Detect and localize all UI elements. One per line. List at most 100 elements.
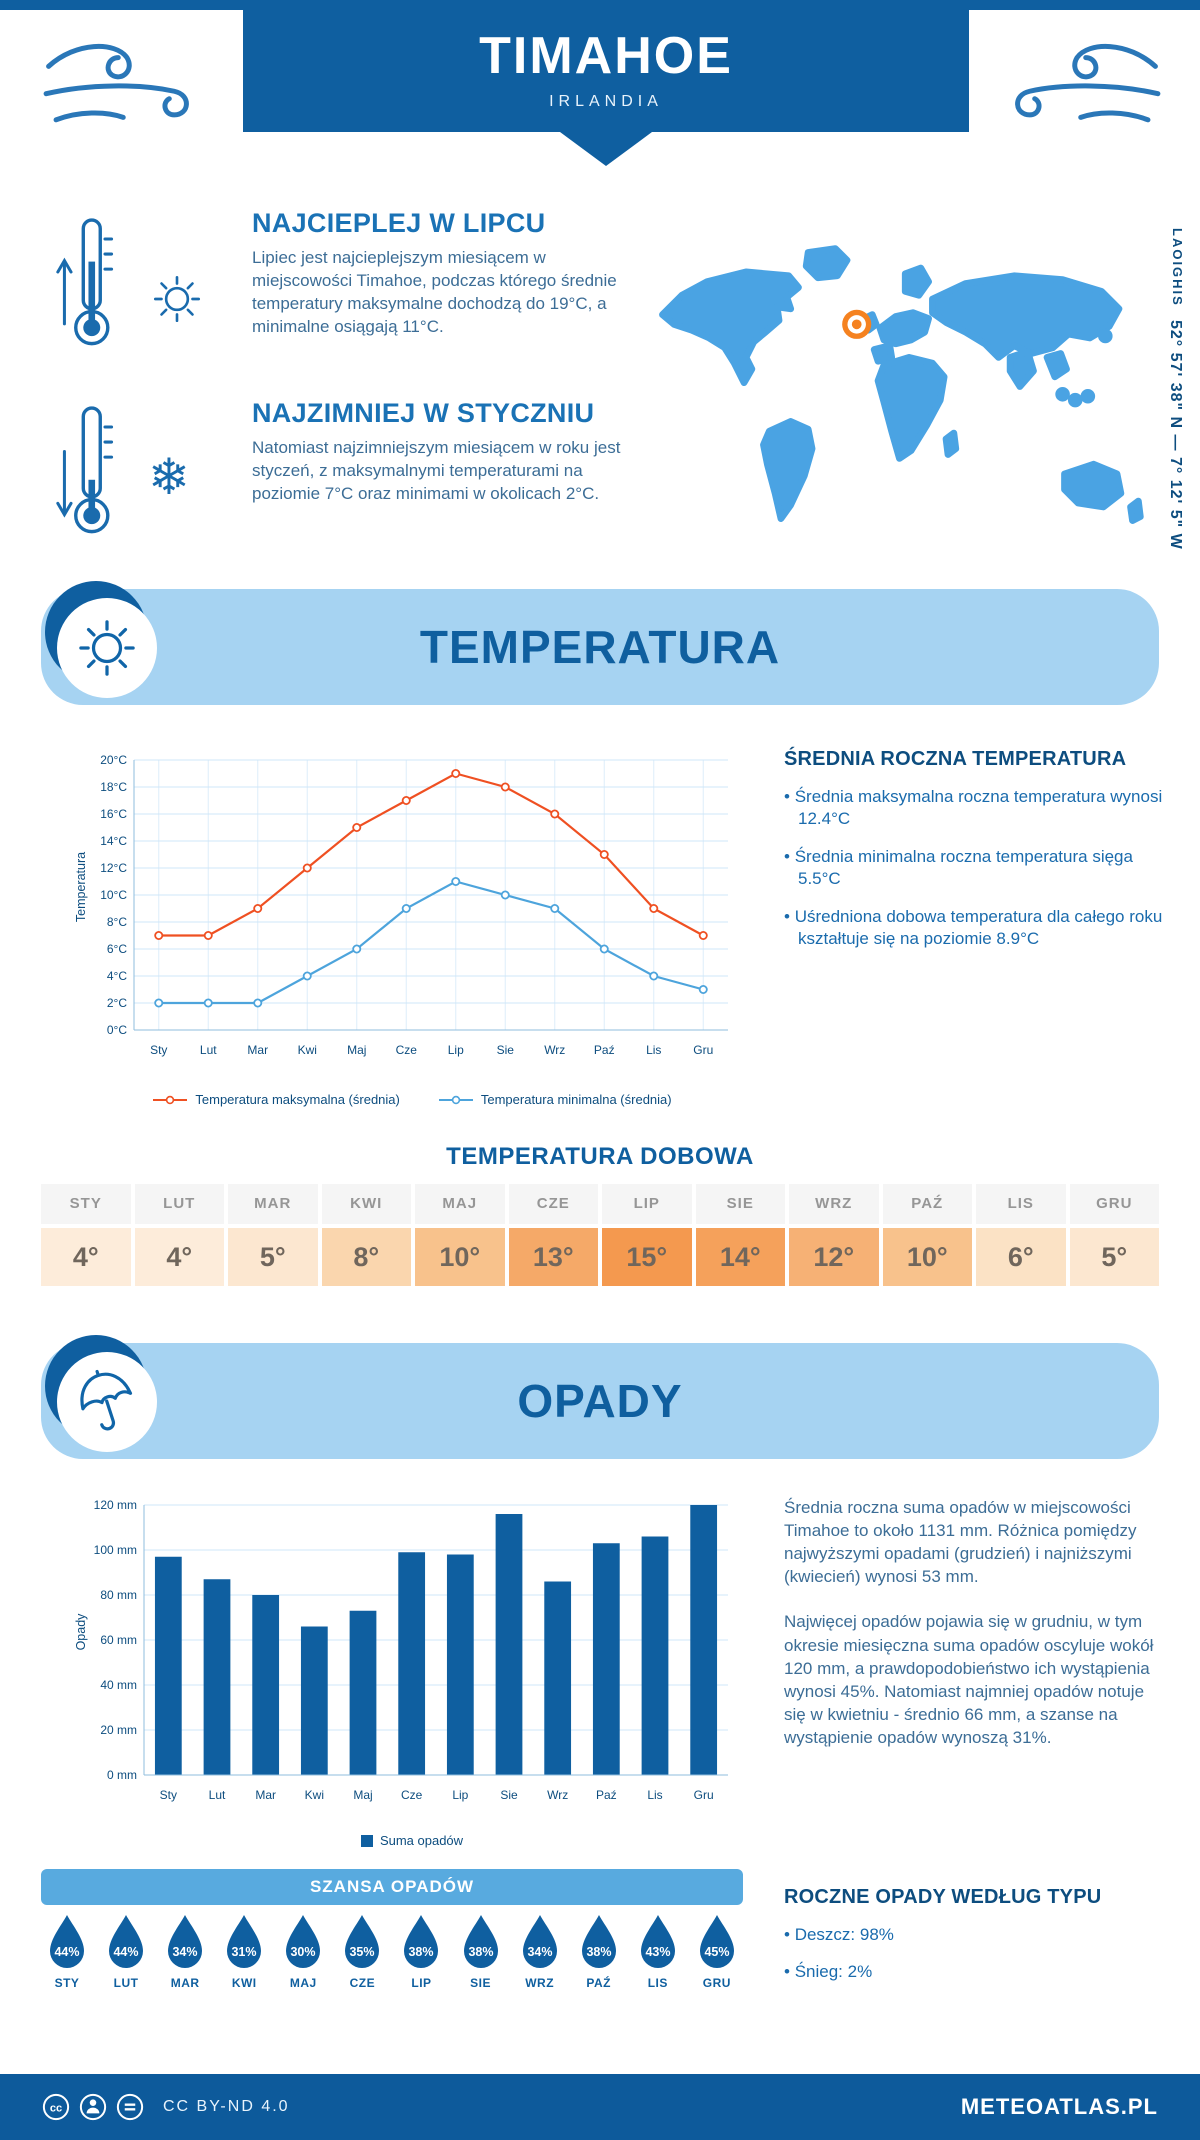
svg-text:2°C: 2°C xyxy=(107,996,127,1010)
legend-item: Suma opadów xyxy=(360,1833,463,1848)
site-name: METEOATLAS.PL xyxy=(960,2094,1158,2119)
svg-text:12°C: 12°C xyxy=(100,861,127,875)
precip-chance-item: 38% SIE xyxy=(455,1914,507,1990)
precipitation-text: Średnia roczna suma opadów w miejscowośc… xyxy=(784,1496,1168,1749)
droplet-icon: 30% xyxy=(286,1915,321,1968)
droplet-icon: 38% xyxy=(404,1915,439,1968)
precip-chance-month: STY xyxy=(54,1976,80,1990)
temperature-section-banner: TEMPERATURA xyxy=(41,581,1159,705)
umbrella-icon xyxy=(80,1369,133,1431)
top-strip xyxy=(0,0,1200,10)
daily-temp-column: STY 4° xyxy=(41,1184,131,1286)
precip-chance-month: PAŹ xyxy=(586,1976,611,1990)
svg-text:10°C: 10°C xyxy=(100,888,127,902)
daily-temp-value: 12° xyxy=(789,1228,879,1286)
svg-text:38%: 38% xyxy=(409,1945,434,1959)
daily-temp-month: SIE xyxy=(695,1184,785,1224)
svg-text:cc: cc xyxy=(50,2102,62,2114)
svg-text:Paź: Paź xyxy=(596,1788,617,1802)
svg-text:Wrz: Wrz xyxy=(547,1788,568,1802)
daily-temp-month: MAJ xyxy=(415,1184,505,1224)
precip-chance-item: 30% MAJ xyxy=(277,1914,329,1990)
svg-text:Sty: Sty xyxy=(150,1043,167,1057)
precip-chance-item: 38% PAŹ xyxy=(573,1914,625,1990)
legend-item: Temperatura maksymalna (średnia) xyxy=(152,1092,400,1107)
region-label: LAOIGHIS xyxy=(1170,228,1185,307)
daily-temp-month: LIP xyxy=(602,1184,692,1224)
page-subtitle: IRLANDIA xyxy=(549,93,663,110)
precip-type-bullets: Deszcz: 98% Śnieg: 2% xyxy=(784,1924,1166,1984)
precipitation-banner-icon xyxy=(57,1352,157,1452)
precip-chance-month: MAJ xyxy=(289,1976,317,1990)
svg-text:80 mm: 80 mm xyxy=(100,1588,137,1602)
bullet-item: Uśredniona dobowa temperatura dla całego… xyxy=(784,906,1166,951)
daily-temp-month: WRZ xyxy=(789,1184,879,1224)
sun-icon xyxy=(153,275,201,323)
footer: cc CC BY-ND 4.0 METEOATLAS.PL xyxy=(0,2074,1200,2140)
svg-text:Maj: Maj xyxy=(353,1788,372,1802)
legend-line-marker xyxy=(153,1095,188,1104)
droplet-icon: 43% xyxy=(640,1915,675,1968)
precipitation-section-title: OPADY xyxy=(517,1375,683,1427)
thermometer-down-icon xyxy=(56,406,114,534)
daily-temp-month: CZE xyxy=(508,1184,598,1224)
svg-text:Lis: Lis xyxy=(647,1788,662,1802)
daily-temp-month: LIS xyxy=(976,1184,1066,1224)
daily-temp-column: KWI 8° xyxy=(321,1184,411,1286)
svg-text:Mar: Mar xyxy=(255,1788,276,1802)
temperature-banner-icon xyxy=(57,598,157,698)
daily-temp-column: LIP 15° xyxy=(602,1184,692,1286)
daily-temp-month: LUT xyxy=(134,1184,224,1224)
precipitation-type: ROCZNE OPADY WEDŁUG TYPU Deszcz: 98% Śnie… xyxy=(784,1886,1166,1984)
svg-text:Sty: Sty xyxy=(160,1788,177,1802)
svg-text:35%: 35% xyxy=(350,1945,375,1959)
license-group: cc CC BY-ND 4.0 xyxy=(42,2093,290,2121)
daily-temp-value: 4° xyxy=(41,1228,131,1286)
daily-temp-column: SIE 14° xyxy=(695,1184,785,1286)
temperature-summary: ŚREDNIA ROCZNA TEMPERATURA Średnia maksy… xyxy=(784,748,1166,951)
precip-chance-month: KWI xyxy=(231,1976,257,1990)
precip-chance-item: 38% LIP xyxy=(395,1914,447,1990)
page-title: TIMAHOE xyxy=(479,27,733,85)
svg-text:34%: 34% xyxy=(527,1945,552,1959)
droplet-icon: 34% xyxy=(168,1915,203,1968)
daily-temp-column: GRU 5° xyxy=(1069,1184,1159,1286)
precip-chance-item: 44% STY xyxy=(41,1914,93,1990)
precip-chance-row: 44% STY 44% LUT 34% MAR 31% KWI 30% MAJ xyxy=(41,1914,743,1990)
precipitation-chart-legend: Suma opadów xyxy=(82,1833,742,1848)
precip-chance-item: 34% MAR xyxy=(159,1914,211,1990)
svg-text:38%: 38% xyxy=(468,1945,493,1959)
precipitation-chart: 0 mm 20 mm 40 mm 60 mm 80 mm 100 mm 120 mm Sty L… xyxy=(82,1493,742,1823)
svg-text:0 mm: 0 mm xyxy=(107,1768,137,1782)
droplet-icon: 34% xyxy=(522,1915,557,1968)
svg-text:0°C: 0°C xyxy=(107,1023,127,1037)
daily-temp-column: CZE 13° xyxy=(508,1184,598,1286)
svg-text:100 mm: 100 mm xyxy=(94,1543,137,1557)
svg-text:20 mm: 20 mm xyxy=(100,1723,137,1737)
daily-temp-month: PAŹ xyxy=(882,1184,972,1224)
daily-temp-value: 10° xyxy=(882,1228,972,1286)
header-banner: TIMAHOE IRLANDIA xyxy=(243,10,969,132)
precip-chance-item: 44% LUT xyxy=(100,1914,152,1990)
droplet-icon: 38% xyxy=(463,1915,498,1968)
svg-text:8°C: 8°C xyxy=(107,915,127,929)
svg-text:Lip: Lip xyxy=(452,1788,468,1802)
svg-text:44%: 44% xyxy=(54,1945,79,1959)
daily-temp-column: LUT 4° xyxy=(134,1184,224,1286)
daily-temp-column: PAŹ 10° xyxy=(882,1184,972,1286)
svg-text:Cze: Cze xyxy=(401,1788,423,1802)
svg-text:Sie: Sie xyxy=(497,1043,515,1057)
droplet-icon: 38% xyxy=(581,1915,616,1968)
daily-temp-value: 4° xyxy=(134,1228,224,1286)
precip-chance-month: MAR xyxy=(170,1976,200,1990)
svg-text:4°C: 4°C xyxy=(107,969,127,983)
svg-text:20°C: 20°C xyxy=(100,753,127,767)
world-map xyxy=(659,245,1144,524)
coordinates-label: 52° 57' 38" N — 7° 12' 5" W xyxy=(1167,320,1184,550)
temperature-section-title: TEMPERATURA xyxy=(419,621,781,673)
svg-text:34%: 34% xyxy=(173,1945,198,1959)
precip-chance-month: WRZ xyxy=(525,1976,555,1990)
warm-month-text: Lipiec jest najcieplejszym miesiącem w m… xyxy=(252,248,617,337)
precipitation-section-banner: OPADY xyxy=(41,1335,1159,1459)
daily-temp-month: KWI xyxy=(321,1184,411,1224)
